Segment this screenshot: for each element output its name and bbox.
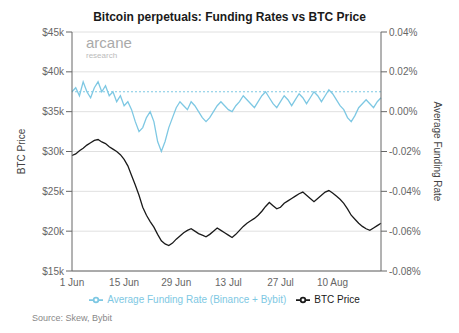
html-text:arcane: arcane [86,34,132,51]
svg-text:$25k: $25k [42,186,65,197]
svg-text:27 Jul: 27 Jul [267,277,294,288]
svg-text:$30k: $30k [42,146,65,157]
svg-text:-0.06%: -0.06% [389,226,421,237]
svg-text:$45k: $45k [42,27,65,38]
svg-text:$35k: $35k [42,106,65,117]
svg-text:0.04%: 0.04% [389,27,417,38]
html-text:BTC Price: BTC Price [314,293,360,305]
svg-text:0.00%: 0.00% [389,106,417,117]
html-text:Average Funding Rate (Binance: Average Funding Rate (Binance + Bybit) [107,293,287,305]
svg-text:BTC Price: BTC Price [16,128,27,174]
svg-text:10 Aug: 10 Aug [317,277,348,288]
svg-text:-0.08%: -0.08% [389,266,421,277]
svg-text:$15k: $15k [42,266,65,277]
svg-text:Average Funding Rate: Average Funding Rate [432,102,443,202]
svg-text:15 Jun: 15 Jun [109,277,139,288]
html-text:research: research [86,51,118,60]
svg-text:$40k: $40k [42,66,65,77]
svg-text:-0.04%: -0.04% [389,186,421,197]
svg-text:-0.02%: -0.02% [389,146,421,157]
svg-text:0.02%: 0.02% [389,66,417,77]
svg-text:1 Jun: 1 Jun [60,277,84,288]
svg-text:13 Jul: 13 Jul [215,277,242,288]
html-text:Source: Skew, Bybit: Source: Skew, Bybit [32,313,112,323]
html-text:Bitcoin perpetuals: Funding Ra: Bitcoin perpetuals: Funding Rates vs BTC… [93,10,366,24]
svg-text:29 Jun: 29 Jun [161,277,191,288]
svg-text:$20k: $20k [42,226,65,237]
